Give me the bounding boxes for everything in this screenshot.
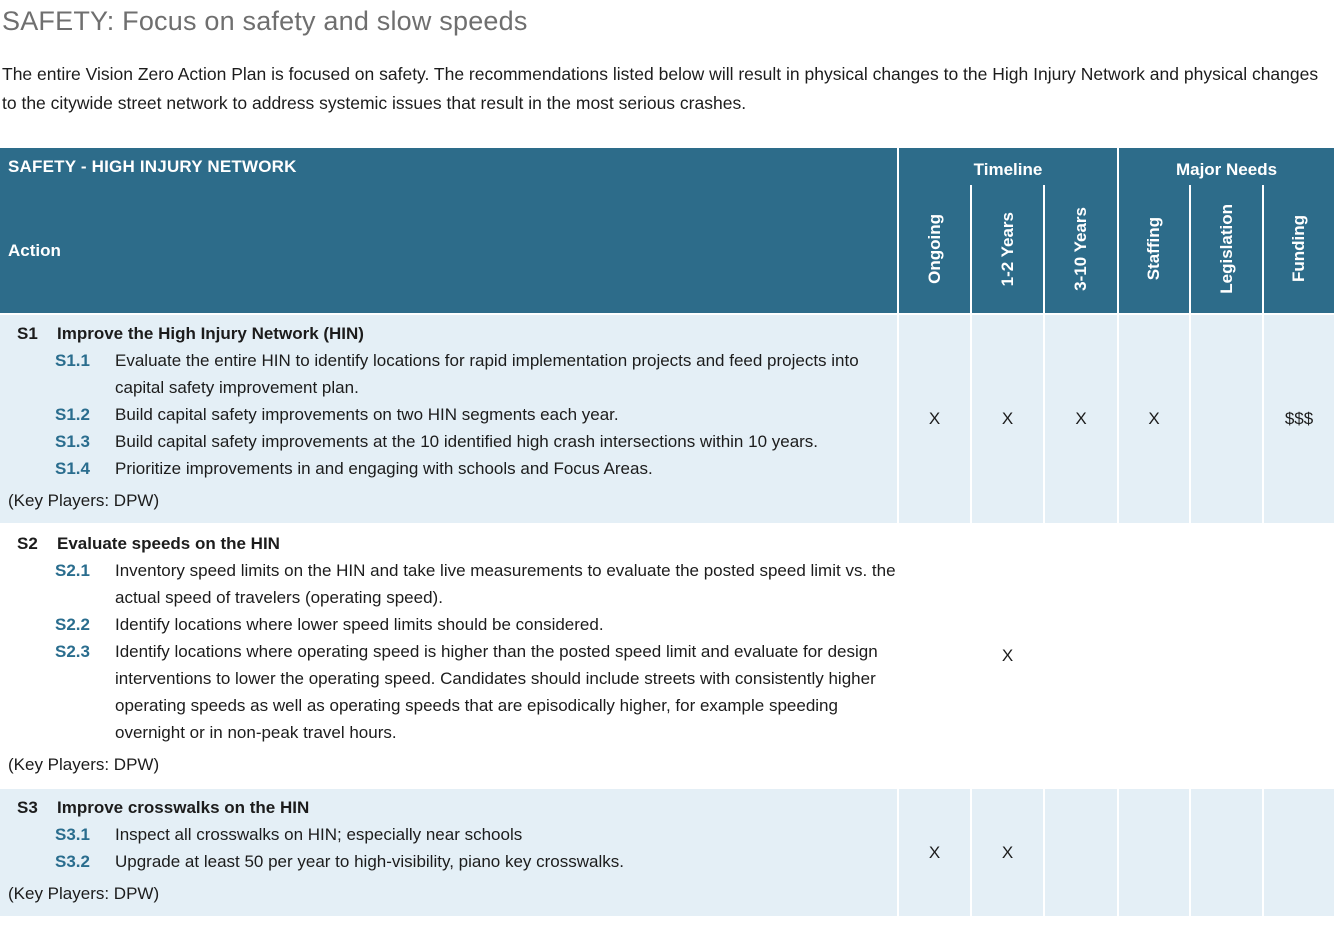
s3-mark-funding <box>1262 789 1334 916</box>
s2-action-title: Evaluate speeds on the HIN <box>57 534 280 553</box>
s3-main-item: S3 Improve crosswalks on the HIN <box>0 794 897 821</box>
s1-3-text: Build capital safety improvements at the… <box>115 432 819 451</box>
s3-mark-3-10-years <box>1043 789 1117 916</box>
table-header-action-cell: SAFETY - HIGH INJURY NETWORK Action <box>0 148 897 313</box>
s2-key-players: (Key Players: DPW) <box>8 755 160 774</box>
s3-key-players: (Key Players: DPW) <box>8 884 160 903</box>
column-header-staffing: Staffing <box>1117 185 1189 313</box>
s3-1-id: S3.1 <box>55 825 90 844</box>
s3-action-id: S3 <box>17 798 38 817</box>
s1-main-item: S1 Improve the High Injury Network (HIN) <box>0 320 897 347</box>
s3-sub-item: S3.1 Inspect all crosswalks on HIN; espe… <box>0 821 897 848</box>
major-needs-group-header: Major Needs <box>1117 148 1334 185</box>
s3-mark-1-2-years: X <box>970 789 1043 916</box>
intro-paragraph: The entire Vision Zero Action Plan is fo… <box>2 64 1319 113</box>
s3-mark-ongoing: X <box>897 789 970 916</box>
s2-2-text: Identify locations where lower speed lim… <box>115 615 604 634</box>
s1-sub-item: S1.2 Build capital safety improvements o… <box>0 401 897 428</box>
s1-4-text: Prioritize improvements in and engaging … <box>115 459 653 478</box>
s1-action-title: Improve the High Injury Network (HIN) <box>57 324 364 343</box>
s1-mark-legislation <box>1189 315 1262 523</box>
s1-1-text: Evaluate the entire HIN to identify loca… <box>115 351 859 397</box>
column-header-staffing-label: Staffing <box>1144 217 1163 281</box>
s2-1-text: Inventory speed limits on the HIN and ta… <box>115 561 896 607</box>
s1-mark-3-10-years: X <box>1043 315 1117 523</box>
s2-mark-ongoing <box>897 525 970 787</box>
s1-action-id: S1 <box>17 324 38 343</box>
column-header-ongoing: Ongoing <box>897 185 970 313</box>
safety-hin-table: SAFETY - HIGH INJURY NETWORK Action Time… <box>0 148 1334 918</box>
s2-action-cell: S2 Evaluate speeds on the HIN S2.1 Inven… <box>0 525 897 787</box>
s2-mark-funding <box>1262 525 1334 787</box>
s2-mark-legislation <box>1189 525 1262 787</box>
table-header: SAFETY - HIGH INJURY NETWORK Action Time… <box>0 148 1334 315</box>
s1-key-players: (Key Players: DPW) <box>8 491 160 510</box>
s1-2-id: S1.2 <box>55 405 90 424</box>
s3-action-cell: S3 Improve crosswalks on the HIN S3.1 In… <box>0 789 897 916</box>
s3-2-text: Upgrade at least 50 per year to high-vis… <box>115 852 624 871</box>
s2-sub-item: S2.1 Inventory speed limits on the HIN a… <box>0 557 897 611</box>
s1-4-id: S1.4 <box>55 459 90 478</box>
s1-mark-1-2-years: X <box>970 315 1043 523</box>
action-column-header: Action <box>8 241 61 260</box>
column-header-1-2-years: 1-2 Years <box>970 185 1043 313</box>
column-header-3-10-years-label: 3-10 Years <box>1071 207 1090 291</box>
s3-mark-staffing <box>1117 789 1189 916</box>
table-row-s3: S3 Improve crosswalks on the HIN S3.1 In… <box>0 789 1334 918</box>
document-page: SAFETY: Focus on safety and slow speeds … <box>0 4 1334 918</box>
s3-action-title: Improve crosswalks on the HIN <box>57 798 310 817</box>
table-title: SAFETY - HIGH INJURY NETWORK <box>8 157 297 176</box>
s3-mark-legislation <box>1189 789 1262 916</box>
s2-2-id: S2.2 <box>55 615 90 634</box>
s3-1-text: Inspect all crosswalks on HIN; especiall… <box>115 825 523 844</box>
column-header-3-10-years: 3-10 Years <box>1043 185 1117 313</box>
s2-mark-staffing <box>1117 525 1189 787</box>
s1-sub-item: S1.4 Prioritize improvements in and enga… <box>0 455 897 482</box>
table-row-s2: S2 Evaluate speeds on the HIN S2.1 Inven… <box>0 525 1334 789</box>
s2-sub-item: S2.3 Identify locations where operating … <box>0 638 897 746</box>
s2-3-text: Identify locations where operating speed… <box>115 642 878 742</box>
column-header-funding-label: Funding <box>1289 215 1308 283</box>
s1-mark-staffing: X <box>1117 315 1189 523</box>
s1-sub-item: S1.3 Build capital safety improvements a… <box>0 428 897 455</box>
s1-1-id: S1.1 <box>55 351 90 370</box>
column-header-1-2-years-label: 1-2 Years <box>997 211 1017 287</box>
column-header-legislation-label: Legislation <box>1216 204 1236 294</box>
s2-action-id: S2 <box>17 534 38 553</box>
s1-mark-ongoing: X <box>897 315 970 523</box>
s1-sub-item: S1.1 Evaluate the entire HIN to identify… <box>0 347 897 401</box>
s2-sub-item: S2.2 Identify locations where lower spee… <box>0 611 897 638</box>
s2-mark-3-10-years <box>1043 525 1117 787</box>
s2-1-id: S2.1 <box>55 561 90 580</box>
s1-2-text: Build capital safety improvements on two… <box>115 405 619 424</box>
table-row-s1: S1 Improve the High Injury Network (HIN)… <box>0 315 1334 525</box>
page-title: SAFETY: Focus on safety and slow speeds <box>2 6 528 36</box>
column-header-ongoing-label: Ongoing <box>924 214 944 284</box>
s1-3-id: S1.3 <box>55 432 90 451</box>
s2-main-item: S2 Evaluate speeds on the HIN <box>0 530 897 557</box>
timeline-group-header: Timeline <box>897 148 1117 185</box>
s1-mark-funding: $$$ <box>1262 315 1334 523</box>
s3-sub-item: S3.2 Upgrade at least 50 per year to hig… <box>0 848 897 875</box>
s1-action-cell: S1 Improve the High Injury Network (HIN)… <box>0 315 897 523</box>
s2-mark-1-2-years: X <box>970 525 1043 787</box>
s3-2-id: S3.2 <box>55 852 90 871</box>
column-header-legislation: Legislation <box>1189 185 1262 313</box>
s2-3-id: S2.3 <box>55 642 90 661</box>
column-header-funding: Funding <box>1262 185 1334 313</box>
